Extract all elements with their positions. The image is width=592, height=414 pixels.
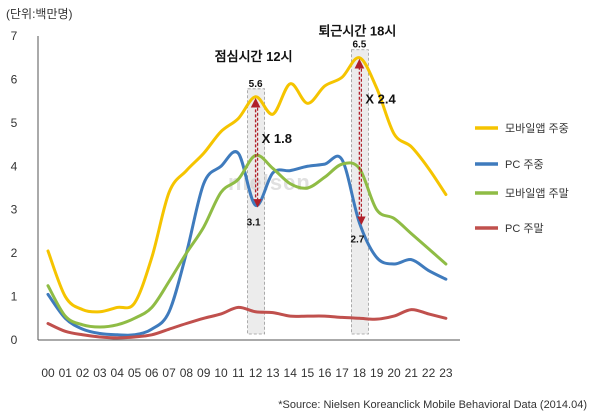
y-tick-label: 5 xyxy=(11,116,18,130)
legend-label-1: PC 주중 xyxy=(505,159,544,171)
x-tick-label: 04 xyxy=(111,366,125,380)
x-tick-label: 11 xyxy=(232,366,245,380)
series-line-2 xyxy=(46,153,448,329)
x-tick-label: 05 xyxy=(128,366,142,380)
x-tick-label: 20 xyxy=(387,366,401,380)
y-tick-label: 2 xyxy=(11,246,18,260)
legend-label-0: 모바일앱 주중 xyxy=(505,121,569,135)
legend-label-2: 모바일앱 주말 xyxy=(505,186,569,200)
x-tick-label: 07 xyxy=(162,366,176,380)
x-tick-label: 22 xyxy=(422,366,436,380)
x-tick-label: 16 xyxy=(318,366,332,380)
legend-label-3: PC 주말 xyxy=(505,222,544,235)
unit-label: (단위:백만명) xyxy=(6,7,73,21)
commute-top-label: 6.5 xyxy=(352,40,366,51)
lunch-ratio-label: X 1.8 xyxy=(262,131,292,146)
series-line-1 xyxy=(46,150,448,337)
commute-bottom-label: 2.7 xyxy=(350,235,364,246)
lunch-bottom-label: 3.1 xyxy=(247,217,261,228)
x-tick-label: 21 xyxy=(405,366,419,380)
lunch-highlight-band xyxy=(247,88,266,335)
series-line-0 xyxy=(46,56,448,314)
x-tick-label: 17 xyxy=(335,366,349,380)
y-tick-label: 4 xyxy=(11,159,18,173)
series-line-3 xyxy=(46,305,448,340)
y-tick-label: 3 xyxy=(11,203,18,217)
x-tick-label: 23 xyxy=(439,366,453,380)
lunch-title: 점심시간 12시 xyxy=(215,49,293,64)
y-tick-label: 0 xyxy=(11,333,18,347)
x-tick-label: 01 xyxy=(59,366,73,380)
x-tick-label: 08 xyxy=(180,366,194,380)
x-tick-label: 10 xyxy=(214,366,228,380)
lunch-top-label: 5.6 xyxy=(249,79,263,90)
commute-title: 퇴근시간 18시 xyxy=(318,24,396,39)
x-tick-label: 06 xyxy=(145,366,159,380)
x-tick-label: 02 xyxy=(76,366,90,380)
x-tick-label: 12 xyxy=(249,366,263,380)
x-tick-label: 18 xyxy=(353,366,367,380)
x-tick-label: 00 xyxy=(41,366,55,380)
y-tick-label: 7 xyxy=(11,29,18,43)
series-lines xyxy=(46,56,448,340)
y-tick-label: 6 xyxy=(11,72,18,86)
source-note: *Source: Nielsen Koreanclick Mobile Beha… xyxy=(278,399,587,411)
x-tick-label: 13 xyxy=(266,366,280,380)
x-tick-label: 19 xyxy=(370,366,384,380)
x-tick-label: 03 xyxy=(93,366,107,380)
x-tick-label: 15 xyxy=(301,366,315,380)
commute-ratio-label: X 2.4 xyxy=(365,92,396,107)
x-tick-label: 14 xyxy=(284,366,298,380)
y-tick-label: 1 xyxy=(11,290,18,304)
x-tick-label: 09 xyxy=(197,366,211,380)
